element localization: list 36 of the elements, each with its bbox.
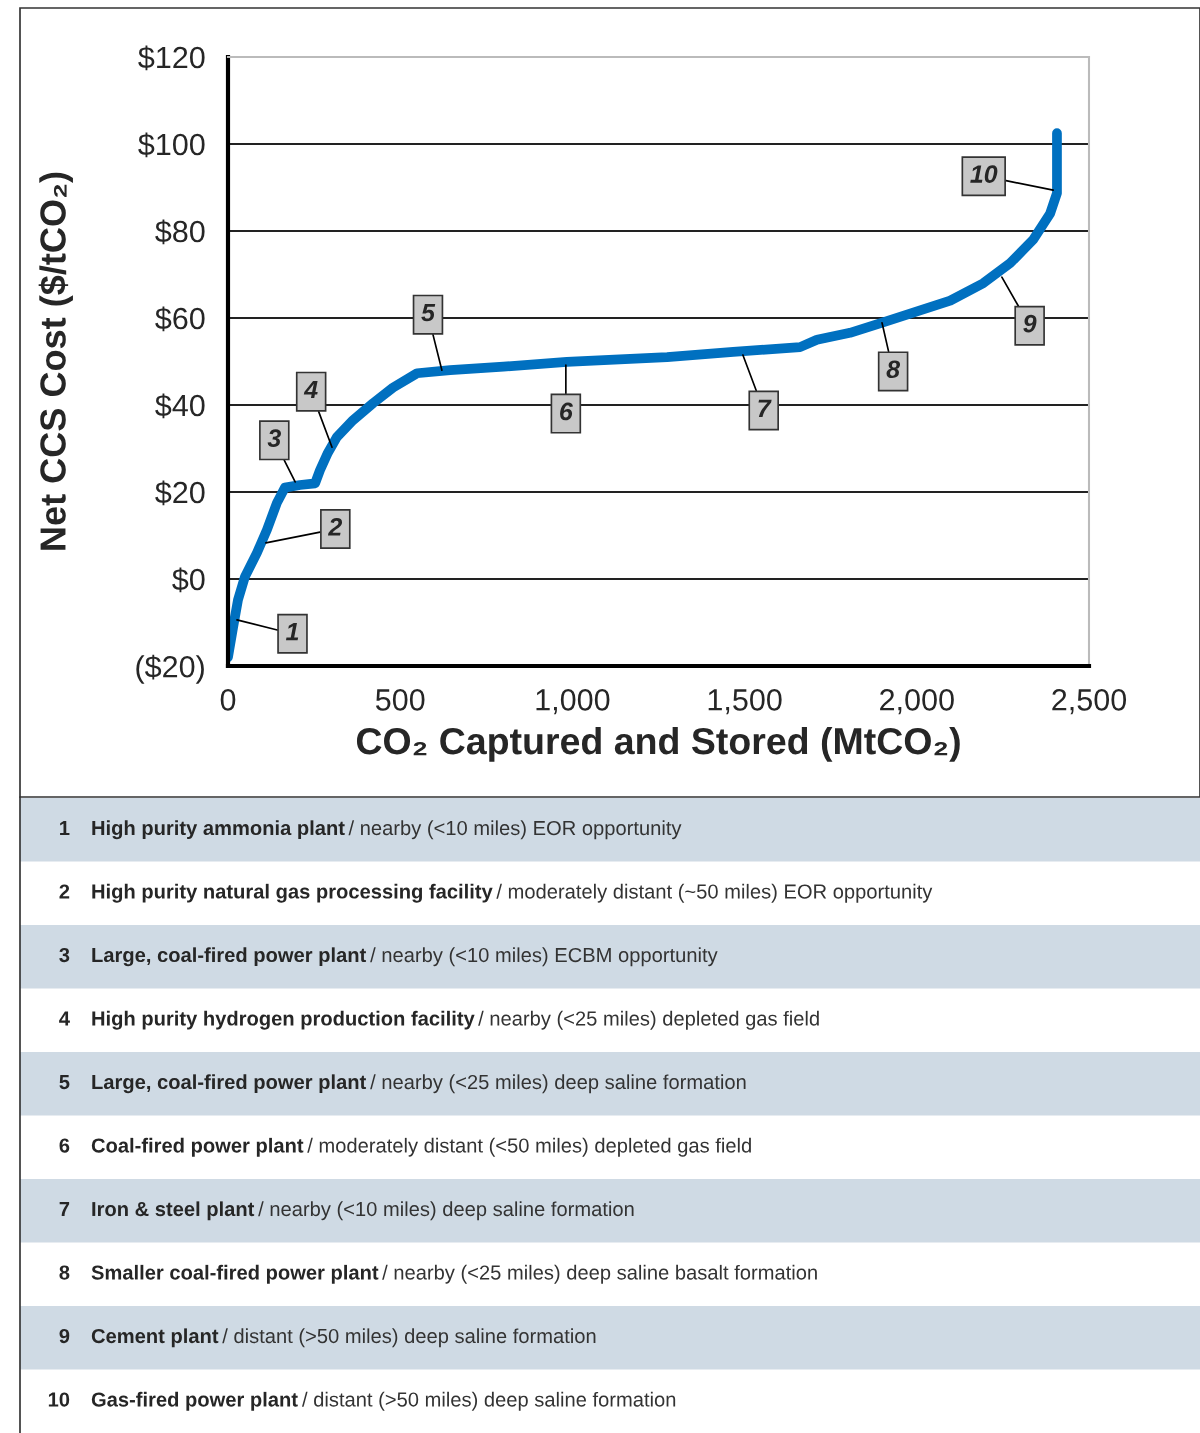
annotation: 6 — [560, 402, 573, 421]
y-tick-label: $100 — [138, 132, 205, 158]
x-tick-label: 500 — [375, 689, 425, 711]
text: 4 High purity hydrogen production facility / nearby (<25 miles) depleted gas field — [59, 1010, 819, 1030]
text: 7 Iron & steel plant / nearby (<10 miles) deep saline formation — [59, 1201, 634, 1221]
y-axis-title: Net CCS Cost ($/tCO₂) — [38, 172, 73, 550]
y-tick-label: ($20) — [136, 654, 204, 684]
annotation: 3 — [267, 429, 281, 448]
x-axis-title: CO₂ Captured and Stored (MtCO₂) — [356, 726, 960, 762]
y-tick-label: $20 — [155, 480, 205, 506]
x-tick-label: 1,000 — [536, 689, 610, 715]
text: 2 High purity natural gas processing facility / moderately distant (~50 miles) EOR opportunity — [59, 883, 933, 903]
y-tick-label: $120 — [138, 45, 205, 71]
x-tick-label: 1,500 — [708, 689, 782, 715]
text: 5 Large, coal-fired power plant / nearby (<25 miles) deep saline formation — [59, 1074, 746, 1094]
text: 8 Smaller coal-fired power plant / nearby (<25 miles) deep saline basalt formation — [59, 1264, 817, 1284]
annotation: 5 — [421, 303, 436, 322]
text: 9 Cement plant / distant (>50 miles) deep saline formation — [59, 1328, 596, 1348]
y-tick-label: $80 — [155, 219, 205, 245]
text: 1 High purity ammonia plant / nearby (<10 miles) EOR opportunity — [60, 820, 682, 840]
text: 3 Large, coal-fired power plant / nearby (<10 miles) ECBM opportunity — [59, 947, 718, 967]
text: 10 Gas-fired power plant / distant (>50 miles) deep saline formation — [48, 1391, 676, 1411]
y-tick-label: $40 — [155, 393, 205, 419]
annotation: 8 — [886, 360, 901, 379]
x-tick-label: 2,500 — [1052, 689, 1127, 715]
x-tick-label: 2,000 — [880, 689, 954, 715]
text: 6 Coal-fired power plant / moderately distant (<50 miles) depleted gas field — [59, 1137, 751, 1157]
y-tick-label: $60 — [155, 306, 205, 332]
annotation: 1 — [285, 623, 299, 641]
annotation: 9 — [1023, 314, 1037, 333]
annotation: 4 — [303, 380, 318, 399]
annotation: 7 — [758, 399, 772, 417]
annotation: 2 — [327, 518, 343, 536]
annotation: 10 — [970, 165, 998, 183]
y-tick-label: $0 — [172, 567, 205, 593]
x-tick-label: 0 — [220, 689, 236, 711]
